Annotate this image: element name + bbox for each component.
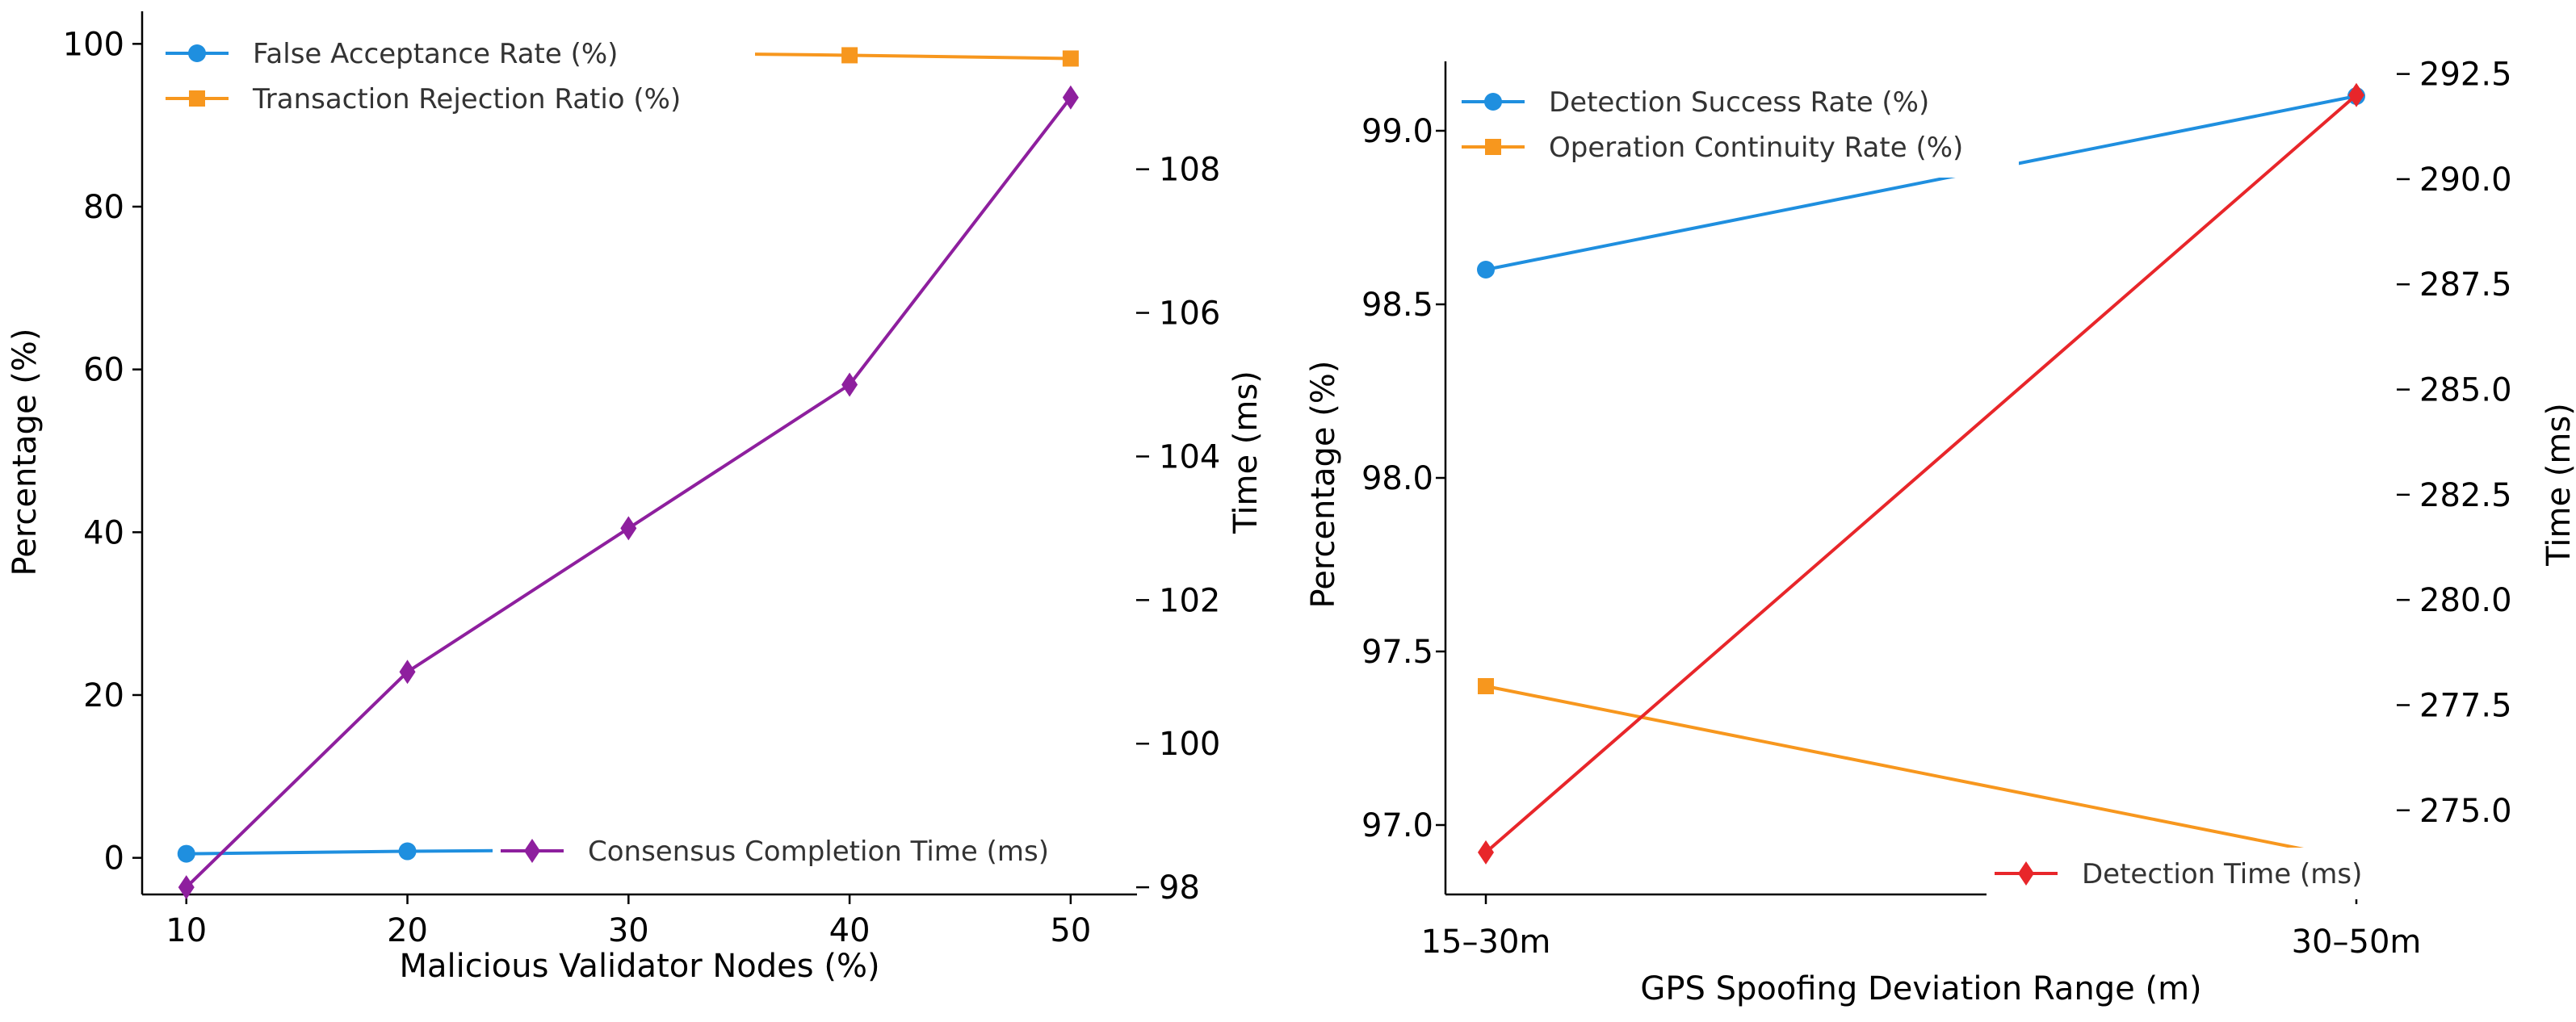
legend-entry-0-text: False Acceptance Rate (%) — [253, 38, 618, 70]
y2-tick-label: 292.5 — [2419, 57, 2512, 94]
y-tick-label: 20 — [83, 677, 124, 714]
y2-tick-label: 106 — [1159, 295, 1220, 333]
y2-tick-label: 108 — [1159, 152, 1220, 189]
legend-entry-1-marker — [189, 90, 205, 107]
legend-entry-1-marker — [1485, 139, 1501, 155]
series-2-marker — [178, 875, 195, 900]
legend-entry-2-marker — [2018, 861, 2034, 886]
legend-lower-box — [493, 825, 1106, 877]
y-tick-label: 97.0 — [1361, 807, 1433, 844]
x-tick-label: 40 — [829, 912, 871, 949]
series-line-1 — [1485, 685, 2357, 861]
legend-entry-0-marker — [188, 44, 206, 62]
series-line-2 — [185, 96, 1072, 889]
y2-tick-label: 280.0 — [2419, 582, 2512, 619]
y2-tick-label: 287.5 — [2419, 266, 2512, 304]
y-tick-label: 98.0 — [1361, 460, 1433, 497]
x-tick-label: 50 — [1050, 912, 1091, 949]
y2-tick-label: 285.0 — [2419, 372, 2512, 409]
series-1-marker — [1478, 678, 1494, 694]
y2-tick-label: 282.5 — [2419, 477, 2512, 514]
series-2-marker — [620, 516, 637, 541]
x-tick-label: 10 — [166, 912, 207, 949]
y-tick-label: 98.5 — [1361, 287, 1433, 324]
y-tick-label: 100 — [63, 26, 124, 63]
legend-entry-1-text: Transaction Rejection Ratio (%) — [252, 83, 681, 115]
legend-entry-2-marker — [524, 839, 540, 863]
legend-upper-box — [157, 21, 755, 131]
y-tick-label: 99.0 — [1361, 113, 1433, 150]
y2-tick-label: 100 — [1159, 726, 1220, 763]
series-2-marker — [841, 372, 858, 397]
series-0-marker — [1477, 261, 1495, 279]
left-chart-panel: 0 20 40 60 80 100 98 100 102 104 106 108 10 20 30 40 50 M… — [6, 11, 1265, 985]
y2-tick-label: 290.0 — [2419, 161, 2512, 199]
y2-tick-label: 104 — [1159, 438, 1220, 475]
y-tick-label: 40 — [83, 514, 124, 551]
y-axis-label: Percentage (%) — [1305, 361, 1342, 609]
y-tick-label: 0 — [104, 840, 124, 877]
series-2-marker — [2348, 82, 2364, 107]
legend-entry-0-text: Detection Success Rate (%) — [1549, 86, 1929, 119]
series-1-marker — [841, 47, 858, 64]
series-0-marker — [398, 842, 417, 861]
x-tick-label: 20 — [387, 912, 428, 949]
series-line-0 — [1485, 94, 2357, 271]
y2-tick-label: 98 — [1159, 869, 1200, 907]
series-2-marker — [399, 660, 416, 685]
y-tick-label: 60 — [83, 352, 124, 389]
legend-entry-2-text: Consensus Completion Time (ms) — [588, 836, 1049, 868]
legend-entry-2-text: Detection Time (ms) — [2082, 858, 2362, 890]
x-axis-label: GPS Spoofing Deviation Range (m) — [1640, 970, 2201, 1007]
y2-tick-label: 275.0 — [2419, 793, 2512, 830]
x-tick-label: 15–30m — [1421, 924, 1551, 961]
right-chart-panel: 97.0 97.5 98.0 98.5 99.0 275.0 277.5 280.0 282.5… — [1305, 57, 2576, 1007]
y-axis-label: Percentage (%) — [6, 329, 44, 576]
x-tick-label: 30–50m — [2292, 924, 2422, 961]
series-2-marker — [1062, 85, 1079, 110]
legend-entry-1-text: Operation Continuity Rate (%) — [1549, 132, 1963, 164]
y2-tick-label: 277.5 — [2419, 687, 2512, 724]
y-tick-label: 80 — [83, 189, 124, 226]
x-axis-label: Malicious Validator Nodes (%) — [399, 948, 879, 985]
series-2-marker — [1478, 840, 1494, 865]
y2-axis-label: Time (ms) — [1227, 371, 1265, 534]
legend-upper-box — [1454, 69, 2019, 178]
y2-axis-label: Time (ms) — [2540, 403, 2576, 567]
legend-entry-0-marker — [1484, 93, 1502, 111]
series-0-marker — [177, 844, 195, 863]
series-line-2 — [1484, 94, 2358, 854]
x-tick-label: 30 — [608, 912, 649, 949]
y-tick-label: 97.5 — [1361, 634, 1433, 671]
y2-tick-label: 102 — [1159, 582, 1220, 619]
series-1-marker — [1062, 50, 1079, 67]
